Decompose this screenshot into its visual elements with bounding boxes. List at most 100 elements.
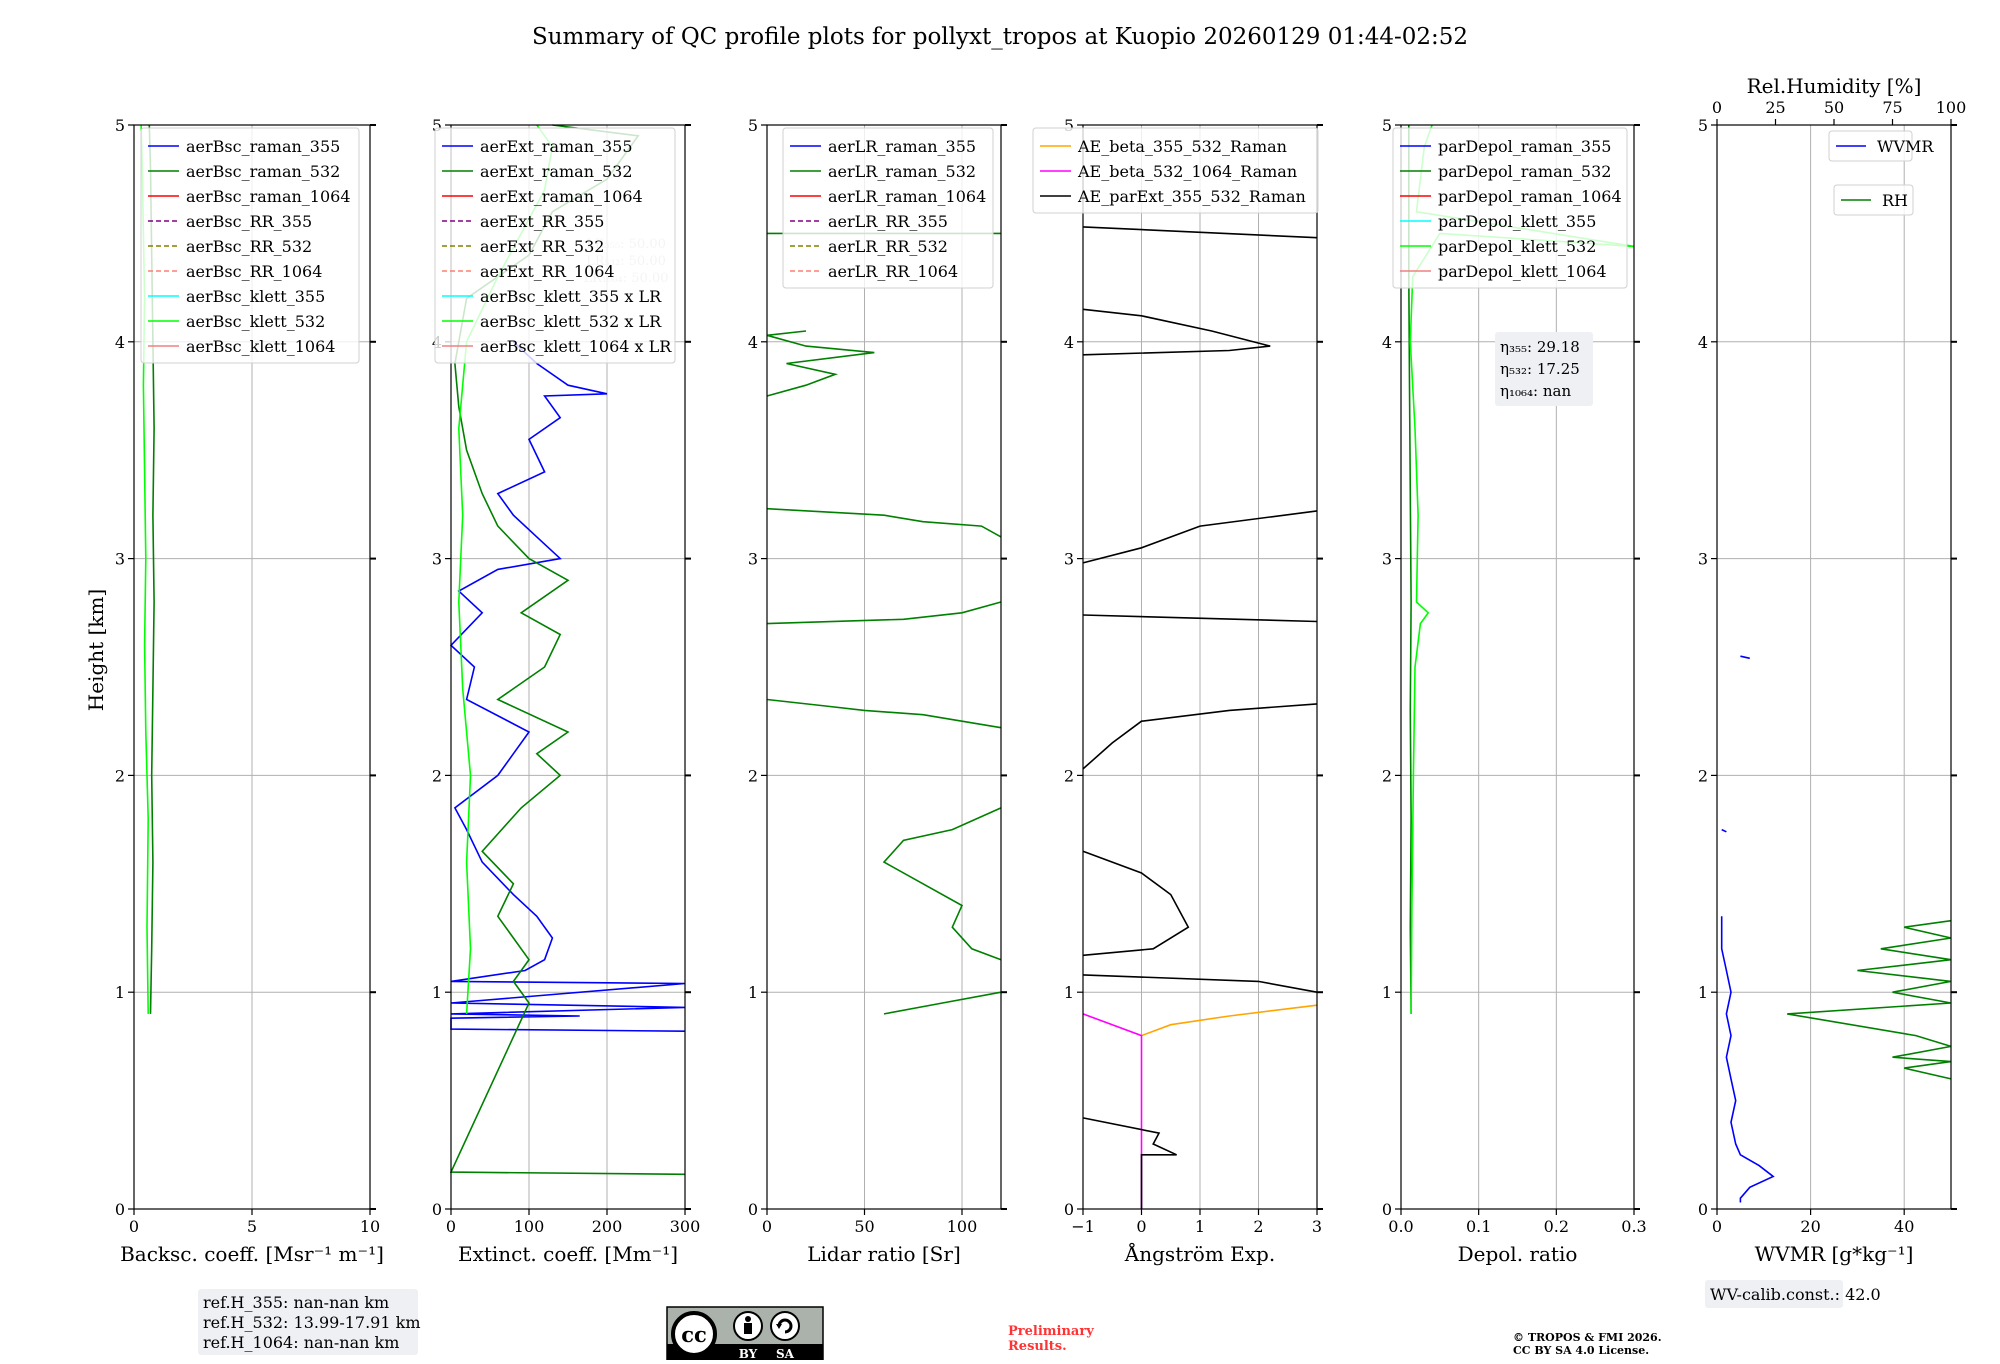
eta-value-text: η₁₀₆₄: nan bbox=[1500, 382, 1571, 400]
legend-label: aerLR_RR_532 bbox=[828, 237, 948, 256]
y-tick-label: 5 bbox=[748, 116, 758, 135]
x-tick-label: 0.3 bbox=[1621, 1217, 1646, 1236]
series-line-ae-parext-355-532-raman bbox=[1082, 1117, 1177, 1209]
reference-height-text: ref.H_1064: nan-nan km bbox=[203, 1333, 399, 1352]
copyright-line-2: CC BY SA 4.0 License. bbox=[1513, 1344, 1649, 1357]
legend-label: aerExt_RR_355 bbox=[480, 212, 604, 231]
copyright-line-1: © TROPOS & FMI 2026. bbox=[1513, 1331, 1662, 1344]
panel-lidar_ratio: 0 50 100 0 1 2 3 4 5 Lidar ratio [Sr] aerLR_raman_… bbox=[748, 116, 1007, 1266]
cc-logo-text: cc bbox=[681, 1322, 707, 1347]
series-line-aerlr-raman-532 bbox=[883, 991, 1002, 1015]
legend-label: aerLR_raman_1064 bbox=[828, 187, 986, 206]
eta-value-text: η₅₃₂: 17.25 bbox=[1500, 360, 1580, 378]
legend-extinction: aerExt_raman_355 aerExt_raman_532 aerExt_r… bbox=[434, 127, 676, 364]
y-tick-label: 4 bbox=[115, 333, 125, 352]
legend-label: aerLR_raman_532 bbox=[828, 162, 976, 181]
series-line-ae-parext-seg3 bbox=[1082, 850, 1190, 957]
x-axis-label: Depol. ratio bbox=[1458, 1242, 1578, 1266]
y-tick-label: 5 bbox=[432, 116, 442, 135]
annotation-box bbox=[198, 1289, 418, 1355]
x-axis-label: Lidar ratio [Sr] bbox=[807, 1242, 961, 1266]
y-tick-label: 2 bbox=[1382, 766, 1392, 785]
legend-label: parDepol_raman_532 bbox=[1438, 162, 1611, 181]
x-top-tick-label: 100 bbox=[1936, 98, 1967, 117]
legend-depol: parDepol_raman_355 parDepol_raman_532 parD… bbox=[1392, 127, 1628, 289]
legend-label: RH bbox=[1882, 191, 1908, 210]
sa-sharealike-icon bbox=[770, 1311, 800, 1341]
y-tick-label: 0 bbox=[1382, 1200, 1392, 1219]
x-tick-label: −1 bbox=[1071, 1217, 1095, 1236]
cc-license-badge[interactable]: cc BY SA bbox=[666, 1306, 824, 1362]
x-tick-label: 0.1 bbox=[1466, 1217, 1491, 1236]
y-tick-label: 1 bbox=[1698, 983, 1708, 1002]
y-tick-label: 1 bbox=[432, 983, 442, 1002]
y-tick-label: 5 bbox=[1064, 116, 1074, 135]
legend-label: aerExt_RR_1064 bbox=[480, 262, 615, 281]
legend-label: WVMR bbox=[1877, 137, 1934, 156]
x-tick-label: 1 bbox=[1195, 1217, 1205, 1236]
y-tick-label: 3 bbox=[1698, 550, 1708, 569]
y-tick-label: 3 bbox=[115, 550, 125, 569]
x-tick-label: 200 bbox=[592, 1217, 623, 1236]
x-tick-label: 100 bbox=[947, 1217, 978, 1236]
legend-label: aerExt_raman_355 bbox=[480, 137, 633, 156]
series-line-aerlr-raman-532-seg5 bbox=[766, 507, 1002, 538]
x-top-tick-label: 25 bbox=[1765, 98, 1785, 117]
legend-label: aerLR_RR_355 bbox=[828, 212, 948, 231]
legend-box bbox=[1828, 130, 1913, 162]
series-line-ae-parext-seg4 bbox=[1082, 703, 1318, 770]
y-tick-label: 1 bbox=[1064, 983, 1074, 1002]
x-tick-label: 0 bbox=[1136, 1217, 1146, 1236]
x-tick-label: 0.0 bbox=[1388, 1217, 1413, 1236]
legend-label: aerLR_raman_355 bbox=[828, 137, 976, 156]
legend-label: aerBsc_raman_1064 bbox=[186, 187, 351, 206]
x-top-tick-label: 50 bbox=[1824, 98, 1844, 117]
x-top-axis-label: Rel.Humidity [%] bbox=[1747, 74, 1922, 98]
x-tick-label: 100 bbox=[514, 1217, 545, 1236]
y-tick-label: 2 bbox=[115, 766, 125, 785]
legend-label: aerBsc_klett_532 x LR bbox=[480, 312, 662, 331]
legend-box bbox=[1032, 127, 1319, 214]
x-tick-label: 0.2 bbox=[1544, 1217, 1569, 1236]
y-tick-label: 4 bbox=[748, 333, 758, 352]
y-tick-label: 3 bbox=[432, 550, 442, 569]
x-tick-label: 300 bbox=[670, 1217, 701, 1236]
x-top-tick-label: 75 bbox=[1882, 98, 1902, 117]
series-line-aerlr-raman-532-seg3 bbox=[766, 698, 1002, 729]
x-tick-label: 20 bbox=[1800, 1217, 1820, 1236]
legend-label: aerBsc_RR_355 bbox=[186, 212, 312, 231]
eta-calibration-box: η₃₅₅: 29.18 η₅₃₂: 17.25 η₁₀₆₄: nan bbox=[1495, 332, 1593, 406]
series-line-ae-parext-seg5 bbox=[1082, 614, 1318, 623]
y-tick-label: 1 bbox=[115, 983, 125, 1002]
x-axis-label: Backsc. coeff. [Msr⁻¹ m⁻¹] bbox=[120, 1242, 384, 1266]
preliminary-line-2: Results. bbox=[1008, 1339, 1067, 1354]
x-tick-label: 0 bbox=[446, 1217, 456, 1236]
series-line-ae-parext-seg7 bbox=[1082, 308, 1271, 356]
legend-box bbox=[434, 127, 676, 364]
legend-label: AE_beta_532_1064_Raman bbox=[1077, 162, 1297, 181]
legend-box bbox=[140, 127, 360, 364]
x-tick-label: 0 bbox=[129, 1217, 139, 1236]
series-line-rh bbox=[1787, 919, 1952, 1080]
y-tick-label: 4 bbox=[1698, 333, 1708, 352]
axes-frame bbox=[1400, 124, 1635, 1210]
series-line-aerlr-raman-532-seg6 bbox=[766, 330, 875, 397]
series-line-ae-beta-532-1064-raman bbox=[1082, 1013, 1143, 1209]
figure-title: Summary of QC profile plots for pollyxt_… bbox=[532, 24, 1468, 50]
y-tick-label: 5 bbox=[1382, 116, 1392, 135]
x-tick-label: 0 bbox=[1712, 1217, 1722, 1236]
legend-angstrom: AE_beta_355_532_Raman AE_beta_532_1064_Ra… bbox=[1032, 127, 1319, 214]
legend-label: AE_parExt_355_532_Raman bbox=[1077, 187, 1306, 206]
legend-lidar_ratio: aerLR_raman_355 aerLR_raman_532 aerLR_rama… bbox=[782, 127, 994, 289]
legend-label: aerExt_raman_1064 bbox=[480, 187, 643, 206]
legend-label: AE_beta_355_532_Raman bbox=[1077, 137, 1287, 156]
legend-label: parDepol_klett_532 bbox=[1438, 237, 1596, 256]
reference-height-text: ref.H_532: 13.99-17.91 km bbox=[203, 1313, 421, 1332]
eta-value-text: η₃₅₅: 29.18 bbox=[1500, 338, 1580, 356]
series-line-aerlr-raman-532-seg2 bbox=[882, 807, 1002, 961]
legend-label: parDepol_raman_355 bbox=[1438, 137, 1611, 156]
y-tick-label: 0 bbox=[1698, 1200, 1708, 1219]
legend-label: aerBsc_RR_532 bbox=[186, 237, 312, 256]
y-tick-label: 0 bbox=[432, 1200, 442, 1219]
